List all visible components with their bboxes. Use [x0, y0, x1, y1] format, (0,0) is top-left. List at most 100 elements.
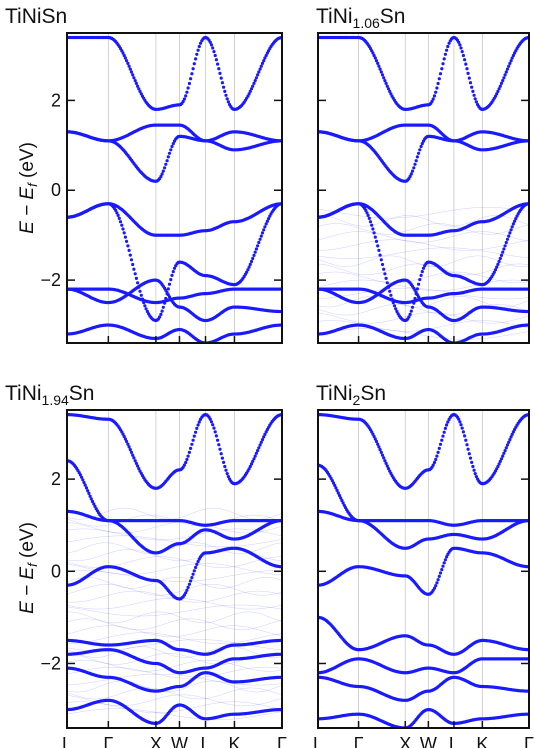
- band-point: [419, 273, 423, 277]
- band-point: [501, 454, 505, 458]
- ytick-label: −2: [40, 270, 61, 290]
- band-point: [121, 51, 125, 55]
- band-point: [508, 61, 512, 65]
- band-point: [260, 61, 265, 65]
- band-point: [458, 420, 462, 424]
- band-point: [510, 432, 514, 436]
- shadow-band: [67, 604, 282, 617]
- band-point: [339, 496, 343, 500]
- band-point: [333, 483, 337, 487]
- band-point: [262, 228, 266, 232]
- shadow-band: [318, 231, 529, 243]
- band-point: [249, 462, 254, 466]
- band-point: [379, 450, 383, 454]
- band-point: [187, 582, 191, 586]
- band-7: [318, 278, 529, 323]
- band-point: [189, 77, 193, 81]
- band-6: [67, 287, 282, 305]
- band-point: [181, 99, 185, 104]
- band-point: [409, 309, 413, 313]
- band-point: [440, 438, 444, 442]
- band-point: [364, 208, 368, 212]
- band-point: [458, 43, 462, 47]
- band-point: [192, 62, 196, 66]
- shadow-band: [67, 577, 282, 589]
- band-point: [468, 456, 473, 460]
- band-point: [408, 174, 412, 179]
- band-point: [441, 434, 445, 438]
- band-point: [159, 312, 163, 316]
- band-point: [443, 52, 447, 56]
- band-point: [438, 72, 443, 76]
- band-point: [507, 64, 511, 68]
- band-point: [254, 451, 258, 455]
- band-point: [421, 266, 426, 270]
- band-point: [122, 434, 126, 439]
- ytick-label: 0: [51, 561, 61, 581]
- band-point: [373, 235, 377, 239]
- band-point: [253, 250, 257, 254]
- band-point: [216, 62, 220, 66]
- band-point: [376, 61, 380, 65]
- band-point: [464, 62, 468, 66]
- band-point: [377, 64, 381, 68]
- band-point: [251, 84, 255, 88]
- band-point: [117, 216, 121, 220]
- band-1: [318, 413, 529, 490]
- shadow-band: [318, 239, 529, 251]
- band-point: [163, 166, 167, 170]
- band-point: [376, 244, 380, 248]
- xtick-label: Γ: [277, 734, 287, 748]
- band-point: [254, 247, 258, 251]
- band-point: [248, 89, 252, 93]
- xtick-label: K: [228, 734, 240, 748]
- ytick-label: 2: [51, 90, 61, 110]
- band-point: [216, 438, 220, 442]
- band-6: [318, 287, 529, 305]
- band-point: [331, 481, 336, 485]
- band-point: [133, 272, 137, 276]
- band-point: [225, 97, 229, 101]
- shadow-band: [67, 701, 282, 714]
- band-point: [382, 267, 386, 271]
- band-point: [186, 454, 190, 458]
- band-point: [446, 44, 450, 49]
- band-point: [257, 70, 261, 74]
- band-point: [371, 227, 375, 231]
- band-point: [509, 435, 513, 439]
- band-point: [220, 81, 224, 85]
- band-point: [259, 64, 263, 68]
- band-point: [133, 79, 137, 83]
- band-point: [505, 443, 510, 447]
- band-point: [247, 265, 251, 269]
- band-point: [459, 46, 463, 50]
- band-point: [264, 53, 268, 58]
- band-3: [67, 509, 282, 555]
- panel-2: TiNi1.06Sn: [316, 5, 530, 344]
- bands-group: [67, 35, 282, 343]
- band-point: [128, 253, 132, 257]
- band-point: [442, 430, 446, 434]
- band-point: [223, 89, 227, 93]
- band-point: [511, 222, 515, 226]
- y-axis-label: E − Ef (eV): [17, 142, 40, 234]
- band-point: [121, 432, 125, 436]
- band-point: [171, 270, 175, 274]
- band-point: [386, 87, 391, 91]
- band-point: [195, 562, 199, 567]
- shadow-band: [67, 708, 282, 720]
- band-point: [495, 265, 499, 269]
- band-point: [461, 53, 465, 58]
- band-point: [447, 41, 451, 45]
- band-point: [252, 81, 256, 85]
- shadow-band: [318, 271, 529, 284]
- band-point: [132, 267, 136, 271]
- shadow-band: [318, 328, 529, 340]
- band-point: [497, 462, 501, 466]
- band-point: [116, 213, 120, 217]
- band-point: [136, 84, 140, 88]
- xtick-label: W: [171, 734, 188, 748]
- band-point: [254, 76, 258, 80]
- band-point: [434, 90, 438, 94]
- band-point: [187, 81, 191, 86]
